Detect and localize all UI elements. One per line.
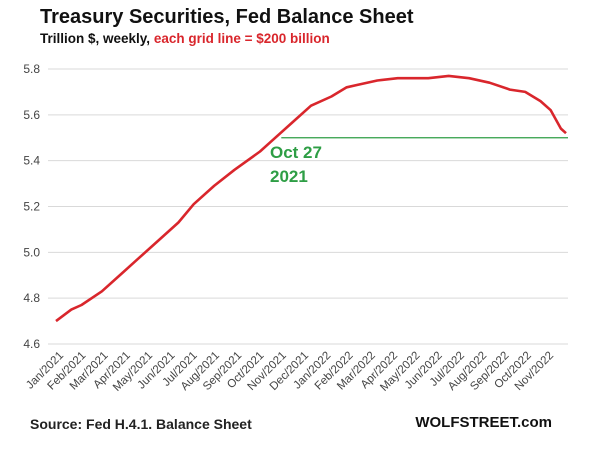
y-tick-label: 5.8 [23, 62, 40, 76]
y-tick-label: 5.0 [23, 245, 40, 259]
annotation-date: Oct 27 [270, 143, 322, 162]
y-tick-label: 4.6 [23, 337, 40, 351]
chart-subtitle: Trillion $, weekly, each grid line = $20… [40, 31, 330, 46]
y-tick-label: 5.2 [23, 200, 40, 214]
series-line [55, 74, 567, 323]
subtitle-units: Trillion $, weekly, [40, 31, 151, 46]
source-note: Source: Fed H.4.1. Balance Sheet [30, 416, 252, 432]
y-tick-label: 4.8 [23, 291, 40, 305]
y-tick-label: 5.6 [23, 108, 40, 122]
annotation-year: 2021 [270, 167, 308, 186]
brand-logo-text: WOLFSTREET.com [415, 414, 552, 431]
y-tick-label: 5.4 [23, 154, 40, 168]
subtitle-gridline-note: each grid line = $200 billion [153, 31, 330, 46]
chart-title: Treasury Securities, Fed Balance Sheet [40, 6, 414, 28]
